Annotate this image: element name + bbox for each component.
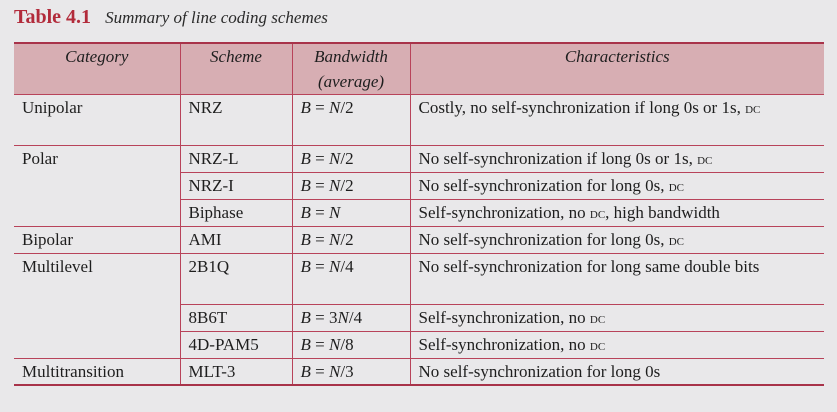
scheme-cell: MLT-3 [179, 358, 293, 386]
characteristics-cell: Self-synchronization, no dc [409, 304, 824, 332]
category-cell: Unipolar [14, 94, 181, 146]
table-caption: Table 4.1 Summary of line coding schemes [14, 6, 328, 32]
table-row: 4D-PAM5 B = N/8 Self-synchronization, no… [14, 331, 824, 359]
characteristics-cell: Self-synchronization, no dc [409, 331, 824, 359]
header-bandwidth-line2: (average) [317, 72, 385, 91]
bandwidth-cell: B = N/2 [291, 172, 411, 200]
bandwidth-cell: B = N/2 [291, 94, 411, 146]
header-bandwidth-line1: Bandwidth [314, 47, 388, 66]
table-row: Bipolar AMI B = N/2 No self-synchronizat… [14, 226, 824, 254]
scheme-cell: 2B1Q [179, 253, 293, 305]
table-row: Biphase B = N Self-synchronization, no d… [14, 199, 824, 227]
characteristics-cell: Costly, no self-synchronization if long … [409, 94, 824, 146]
characteristics-cell: No self-synchronization for long 0s [409, 358, 824, 386]
table-row: Polar NRZ-L B = N/2 No self-synchronizat… [14, 145, 824, 227]
scheme-cell: NRZ [179, 94, 293, 146]
table-row: 8B6T B = 3N/4 Self-synchronization, no d… [14, 304, 824, 332]
bandwidth-cell: B = N/3 [291, 358, 411, 386]
bandwidth-cell: B = 3N/4 [291, 304, 411, 332]
table-number: Table 4.1 [14, 6, 92, 28]
bandwidth-cell: B = N [291, 199, 411, 227]
header-bandwidth: Bandwidth (average) [291, 42, 411, 95]
bandwidth-cell: B = N/8 [291, 331, 411, 359]
table-header-row: Category Scheme Bandwidth (average) Char… [14, 42, 824, 95]
header-scheme: Scheme [179, 42, 293, 95]
category-cell: Polar [14, 145, 181, 227]
category-cell: Multitransition [14, 358, 181, 386]
scheme-cell: 4D-PAM5 [180, 331, 293, 359]
category-cell: Multilevel [14, 253, 181, 359]
category-cell: Bipolar [14, 226, 181, 254]
characteristics-cell: No self-synchronization for long 0s, dc [409, 226, 824, 254]
bandwidth-cell: B = N/2 [291, 226, 411, 254]
scheme-cell: Biphase [180, 199, 293, 227]
scheme-cell: AMI [179, 226, 293, 254]
scheme-cell: NRZ-I [180, 172, 293, 200]
header-category: Category [14, 42, 181, 95]
bandwidth-cell: B = N/2 [291, 145, 411, 173]
characteristics-cell: No self-synchronization for long same do… [409, 253, 824, 305]
scheme-cell: NRZ-L [179, 145, 293, 173]
scheme-cell: 8B6T [180, 304, 293, 332]
header-characteristics: Characteristics [409, 42, 824, 95]
characteristics-cell: Self-synchronization, no dc, high bandwi… [409, 199, 824, 227]
bandwidth-cell: B = N/4 [291, 253, 411, 305]
table-title: Summary of line coding schemes [105, 8, 328, 27]
characteristics-cell: No self-synchronization for long 0s, dc [409, 172, 824, 200]
table-row: Unipolar NRZ B = N/2 Costly, no self-syn… [14, 94, 824, 146]
characteristics-cell: No self-synchronization if long 0s or 1s… [409, 145, 824, 173]
line-coding-table: Category Scheme Bandwidth (average) Char… [14, 42, 824, 386]
table-row: Multitransition MLT-3 B = N/3 No self-sy… [14, 358, 824, 386]
table-row: Multilevel 2B1Q B = N/4 No self-synchron… [14, 253, 824, 359]
